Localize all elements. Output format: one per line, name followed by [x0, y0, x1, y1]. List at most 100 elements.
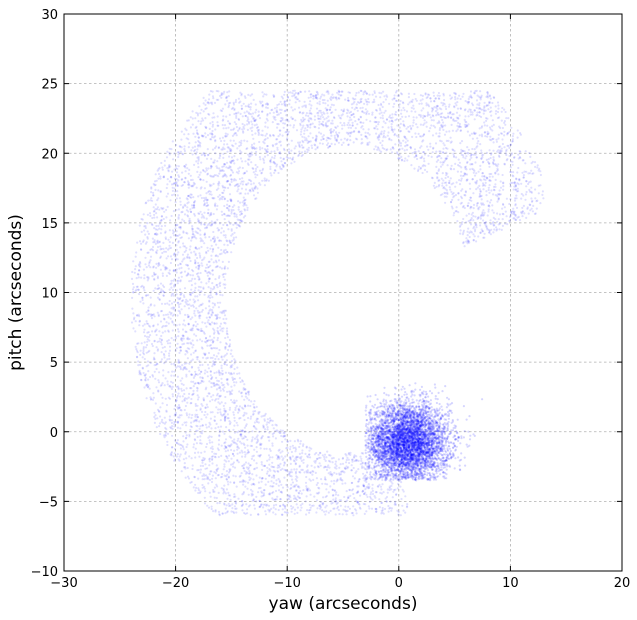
scatter-point [424, 463, 427, 467]
scatter-point [392, 453, 395, 456]
scatter-point [433, 457, 437, 460]
scatter-point [432, 439, 435, 442]
scatter-point [410, 411, 413, 414]
scatter-point [368, 473, 372, 476]
scatter-point [386, 437, 389, 440]
scatter-point [374, 462, 378, 465]
scatter-point [413, 430, 416, 433]
scatter-point [367, 428, 370, 431]
scatter-point [373, 477, 376, 480]
scatter-point [418, 453, 421, 456]
scatter-point [405, 448, 408, 451]
scatter-point [384, 399, 388, 402]
scatter-point [444, 453, 447, 456]
scatter-point [364, 444, 367, 447]
scatter-point [412, 421, 415, 424]
scatter-point [431, 448, 434, 451]
scatter-point [392, 428, 395, 431]
scatter-point [395, 445, 398, 448]
scatter-point [378, 456, 381, 459]
scatter-point [406, 432, 409, 435]
scatter-point [375, 442, 378, 445]
scatter-point [407, 466, 410, 469]
scatter-point [397, 445, 400, 448]
scatter-point [383, 452, 386, 455]
scatter-point [402, 439, 405, 442]
scatter-point [452, 454, 455, 457]
scatter-point [412, 447, 415, 451]
scatter-point [398, 473, 401, 476]
scatter-point [411, 449, 415, 452]
scatter-point [405, 453, 408, 456]
scatter-point [393, 436, 396, 439]
scatter-point [413, 411, 416, 414]
scatter-point [393, 416, 396, 419]
scatter-point [426, 464, 429, 467]
scatter-point [416, 462, 419, 465]
scatter-point [436, 398, 439, 401]
scatter-point [392, 105, 395, 108]
scatter-point [380, 411, 383, 415]
scatter-point [386, 473, 389, 476]
scatter-point [435, 435, 438, 438]
scatter-point [411, 438, 414, 441]
scatter-point [462, 436, 465, 439]
scatter-point [440, 466, 443, 469]
scatter-point [416, 472, 419, 475]
scatter-point [419, 420, 422, 423]
scatter-point [386, 435, 389, 438]
scatter-point [388, 436, 391, 440]
scatter-point [383, 462, 386, 465]
scatter-point [372, 429, 375, 432]
scatter-point [389, 442, 392, 446]
scatter-point [419, 422, 422, 425]
scatter-point [391, 404, 394, 407]
scatter-point [378, 443, 381, 446]
scatter-point [183, 287, 187, 290]
scatter-point [389, 477, 392, 480]
scatter-points [130, 89, 545, 517]
scatter-point [397, 451, 400, 454]
scatter-point [405, 412, 408, 415]
scatter-point [443, 431, 446, 434]
scatter-point [424, 468, 427, 471]
scatter-point [394, 449, 397, 452]
scatter-point [440, 457, 443, 460]
scatter-point [438, 440, 441, 443]
scatter-point [401, 385, 404, 388]
scatter-point [437, 391, 440, 394]
scatter-point [374, 413, 377, 416]
scatter-point [413, 420, 416, 423]
scatter-point [390, 456, 393, 459]
scatter-point [397, 448, 400, 451]
scatter-point [393, 434, 396, 438]
scatter-point [443, 437, 446, 440]
scatter-point [369, 409, 372, 412]
scatter-point [414, 455, 417, 458]
scatter-point [417, 440, 420, 444]
scatter-point [406, 437, 409, 440]
scatter-point [402, 448, 405, 451]
scatter-point [436, 427, 439, 431]
scatter-point [452, 453, 455, 456]
scatter-point [385, 427, 388, 430]
scatter-point [423, 470, 426, 473]
scatter-point [431, 436, 434, 439]
scatter-point [405, 429, 408, 432]
scatter-point [420, 417, 424, 420]
scatter-point [428, 432, 431, 435]
scatter-point [435, 445, 438, 448]
scatter-point [391, 439, 394, 442]
scatter-point [398, 424, 401, 427]
scatter-point [459, 442, 462, 445]
scatter-point [430, 442, 434, 446]
scatter-point [374, 428, 377, 431]
scatter-point [429, 457, 432, 460]
scatter-point [373, 403, 377, 406]
scatter-point [424, 417, 427, 420]
scatter-point [410, 410, 413, 413]
scatter-point [382, 438, 386, 441]
scatter-point [418, 425, 422, 428]
scatter-point [468, 444, 471, 447]
scatter-point [396, 412, 399, 415]
